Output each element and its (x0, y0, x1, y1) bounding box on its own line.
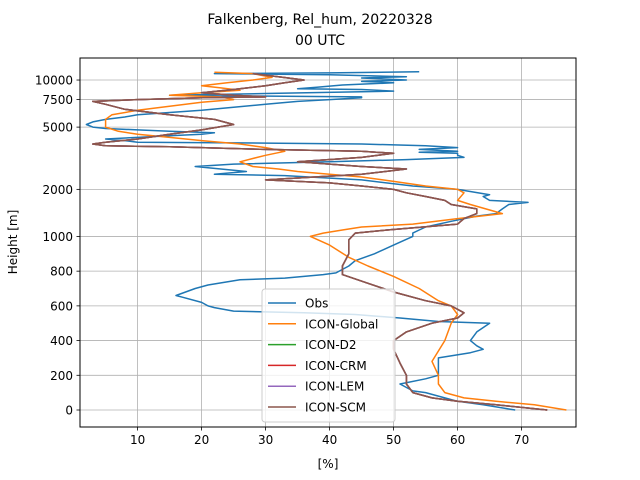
legend-label: ICON-Global (305, 317, 378, 331)
legend: Obs ICON-Global ICON-D2 ICON-CRM ICON-LEM ICO… (261, 288, 396, 423)
series-line-icon-global (104, 71, 567, 411)
x-axis-label: [%] (318, 457, 339, 471)
series-line-icon-scm (92, 72, 548, 411)
y-tick-label: 0 (65, 404, 73, 418)
legend-label: ICON-SCM (305, 401, 366, 415)
chart-title: Falkenberg, Rel_hum, 20220328 (207, 12, 432, 28)
legend-label: ICON-D2 (305, 338, 357, 352)
plot-frame (79, 57, 577, 428)
x-tick-label: 70 (514, 433, 529, 447)
x-tick-label: 10 (130, 433, 145, 447)
y-tick-label: 10000 (35, 74, 73, 88)
y-tick-label: 200 (50, 369, 73, 383)
axis-ticks: 10 20 30 40 50 60 70 0 200 400 600 800 1000 2000 5000 7… (35, 74, 529, 447)
legend-box (261, 288, 396, 423)
y-tick-label: 800 (50, 265, 73, 279)
x-tick-label: 60 (450, 433, 465, 447)
chart-subtitle: 00 UTC (295, 33, 345, 49)
y-tick-label: 1000 (42, 230, 73, 244)
y-tick-label: 400 (50, 334, 73, 348)
y-tick-label: 5000 (42, 121, 73, 135)
x-tick-label: 50 (386, 433, 401, 447)
legend-label: Obs (305, 297, 328, 311)
y-tick-label: 600 (50, 299, 73, 313)
y-axis-label: Height [m] (6, 210, 20, 275)
grid-lines (80, 58, 576, 427)
x-tick-label: 40 (322, 433, 337, 447)
legend-label: ICON-CRM (305, 359, 367, 373)
legend-label: ICON-LEM (305, 380, 364, 394)
y-tick-label: 2000 (42, 183, 73, 197)
y-tick-label: 7500 (42, 93, 73, 107)
x-tick-label: 20 (194, 433, 209, 447)
x-tick-label: 30 (258, 433, 273, 447)
